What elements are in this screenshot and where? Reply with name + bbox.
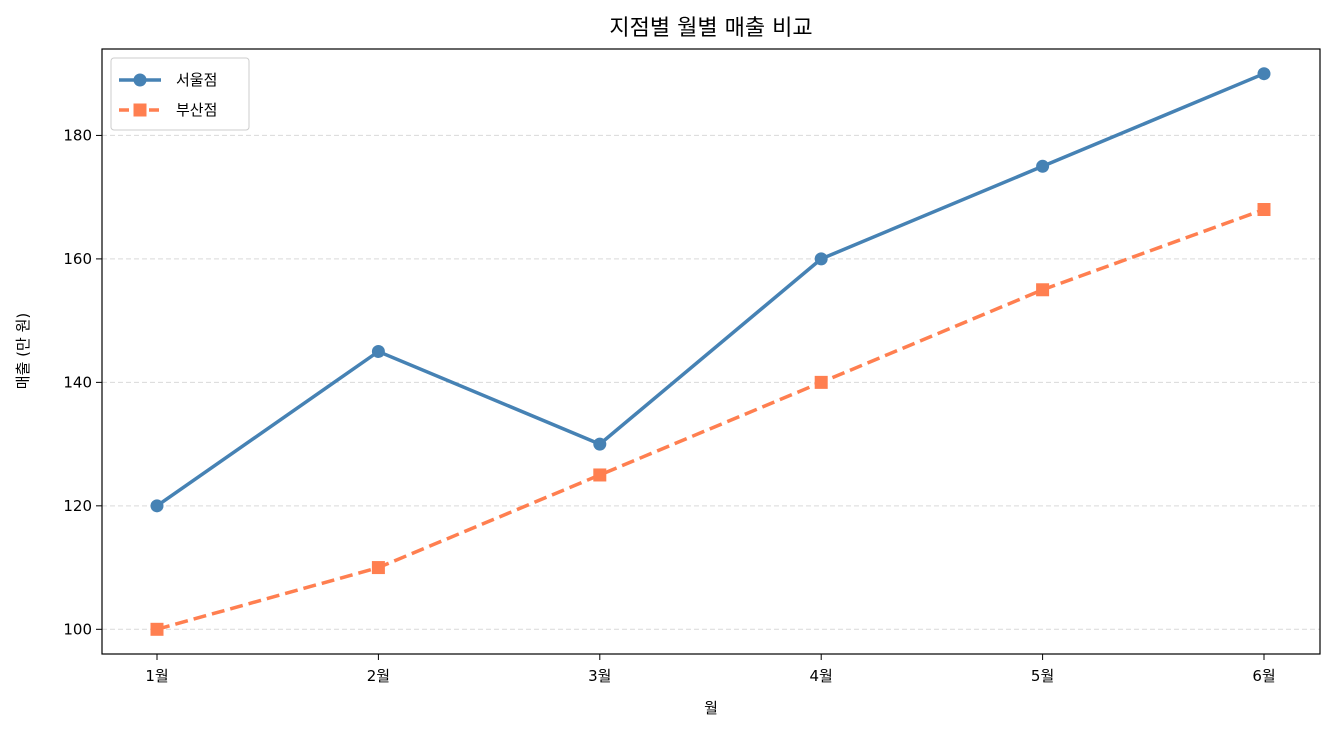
y-tick-label: 140 (63, 373, 92, 391)
x-tick-label: 4월 (810, 667, 833, 685)
legend-box (110, 57, 250, 131)
data-point-marker (371, 561, 385, 575)
x-tick-label: 5월 (1031, 667, 1054, 685)
y-tick-label: 100 (63, 620, 92, 638)
y-tick-label: 180 (63, 126, 92, 144)
data-point-marker (814, 375, 828, 389)
data-point-marker (133, 103, 147, 117)
y-axis-ticks: 100 120 140 160 180 (63, 126, 102, 638)
legend-label: 부산점 (176, 101, 217, 119)
y-axis-label: 매출 (만 원) (14, 313, 32, 389)
x-tick-label: 3월 (588, 667, 611, 685)
data-point-marker (1036, 159, 1050, 173)
data-point-marker (150, 622, 164, 636)
data-point-marker (814, 252, 828, 266)
data-point-marker (1257, 203, 1271, 217)
y-tick-label: 160 (63, 250, 92, 268)
legend-label: 서울점 (176, 71, 217, 89)
series-group (150, 67, 1271, 636)
series-path (155, 72, 1265, 508)
data-point-marker (593, 437, 607, 451)
x-axis-label: 월 (704, 699, 718, 717)
data-point-marker (1036, 283, 1050, 297)
x-tick-label: 2월 (367, 667, 390, 685)
y-tick-label: 120 (63, 497, 92, 515)
x-axis-ticks: 1월 2월 3월 4월 5월 6월 (145, 654, 1276, 685)
x-tick-label: 6월 (1252, 667, 1275, 685)
grid-lines (102, 134, 1320, 630)
plot-area-frame (101, 48, 1321, 655)
data-point-marker (133, 73, 147, 87)
data-point-marker (593, 468, 607, 482)
series-path (156, 207, 1265, 631)
chart-title: 지점별 월별 매출 비교 (609, 16, 812, 41)
series-line (150, 203, 1271, 636)
x-tick-label: 1월 (145, 667, 168, 685)
data-point-marker (150, 499, 164, 513)
series-line (150, 67, 1271, 513)
data-point-marker (371, 345, 385, 358)
data-point-marker (1257, 67, 1271, 81)
